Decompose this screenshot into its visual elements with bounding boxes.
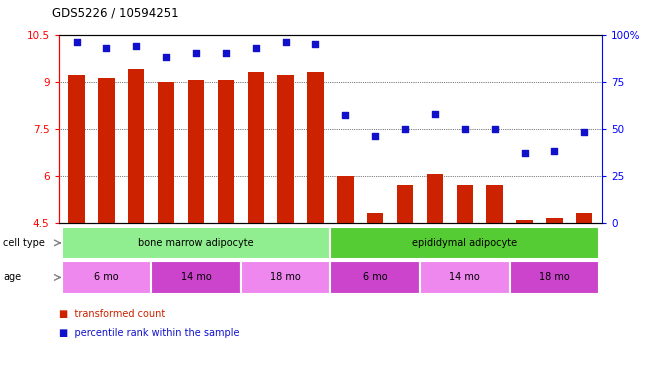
Bar xyxy=(456,185,473,223)
Point xyxy=(281,39,291,45)
Bar xyxy=(576,214,592,223)
Text: 6 mo: 6 mo xyxy=(94,272,118,283)
Bar xyxy=(151,261,241,294)
Point xyxy=(251,45,261,51)
Text: ■  transformed count: ■ transformed count xyxy=(59,309,165,319)
Text: 14 mo: 14 mo xyxy=(449,272,480,283)
Bar xyxy=(546,218,562,223)
Point xyxy=(579,129,589,136)
Bar xyxy=(62,227,330,259)
Point xyxy=(370,133,380,139)
Text: 6 mo: 6 mo xyxy=(363,272,387,283)
Bar xyxy=(330,261,420,294)
Point xyxy=(549,148,560,154)
Bar xyxy=(510,261,599,294)
Point xyxy=(400,126,410,132)
Point xyxy=(101,45,111,51)
Point xyxy=(221,50,231,56)
Bar xyxy=(187,80,204,223)
Bar xyxy=(420,261,510,294)
Text: GDS5226 / 10594251: GDS5226 / 10594251 xyxy=(52,6,179,19)
Point xyxy=(460,126,470,132)
Point xyxy=(430,111,440,117)
Bar xyxy=(367,214,383,223)
Bar xyxy=(426,174,443,223)
Bar xyxy=(62,261,151,294)
Text: bone marrow adipocyte: bone marrow adipocyte xyxy=(138,238,254,248)
Text: 18 mo: 18 mo xyxy=(270,272,301,283)
Bar xyxy=(277,75,294,223)
Bar xyxy=(516,220,533,223)
Text: ■  percentile rank within the sample: ■ percentile rank within the sample xyxy=(59,328,239,338)
Text: cell type: cell type xyxy=(3,238,45,248)
Bar xyxy=(98,78,115,223)
Bar xyxy=(247,72,264,223)
Text: age: age xyxy=(3,272,21,283)
Bar xyxy=(241,261,330,294)
Point xyxy=(311,41,321,47)
Bar xyxy=(128,69,145,223)
Text: 14 mo: 14 mo xyxy=(180,272,212,283)
Bar xyxy=(158,82,174,223)
Bar xyxy=(397,185,413,223)
Bar xyxy=(307,72,324,223)
Point xyxy=(161,54,171,60)
Point xyxy=(72,39,82,45)
Bar xyxy=(68,75,85,223)
Point xyxy=(490,126,500,132)
Point xyxy=(519,150,530,156)
Point xyxy=(191,50,201,56)
Point xyxy=(340,113,350,119)
Bar xyxy=(337,176,353,223)
Bar xyxy=(217,80,234,223)
Bar xyxy=(486,185,503,223)
Text: epididymal adipocyte: epididymal adipocyte xyxy=(412,238,518,248)
Bar xyxy=(330,227,599,259)
Text: 18 mo: 18 mo xyxy=(539,272,570,283)
Point xyxy=(131,43,141,49)
